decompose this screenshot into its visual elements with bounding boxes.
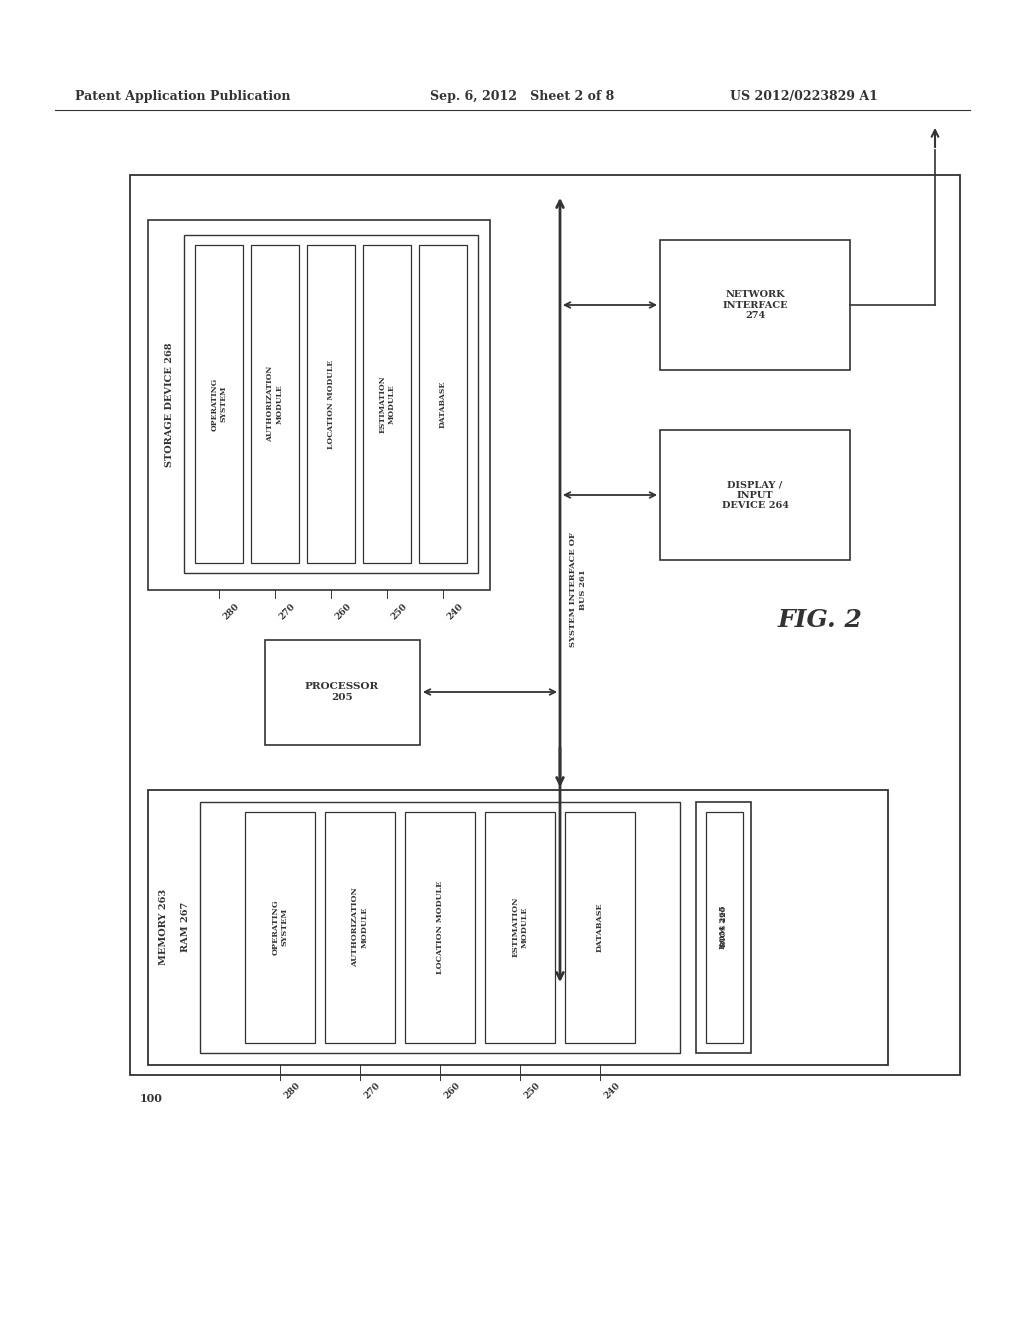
- Bar: [184, 235, 478, 573]
- Text: DATABASE: DATABASE: [596, 902, 604, 952]
- Bar: [406, 812, 475, 1043]
- Bar: [419, 246, 467, 564]
- Text: ESTIMATION
MODULE: ESTIMATION MODULE: [379, 375, 395, 433]
- Bar: [660, 430, 850, 560]
- Bar: [696, 803, 751, 1053]
- Bar: [245, 812, 315, 1043]
- Text: BIOS 226: BIOS 226: [720, 907, 728, 948]
- Text: ROM 265: ROM 265: [719, 906, 727, 949]
- Text: OPERATING
SYSTEM: OPERATING SYSTEM: [210, 378, 227, 430]
- Text: RAM 267: RAM 267: [181, 902, 190, 952]
- Bar: [485, 812, 555, 1043]
- Text: AUTHORIZATION
MODULE: AUTHORIZATION MODULE: [351, 887, 369, 968]
- Text: ESTIMATION
MODULE: ESTIMATION MODULE: [511, 896, 528, 957]
- Bar: [200, 803, 680, 1053]
- Bar: [307, 246, 355, 564]
- Bar: [148, 789, 888, 1065]
- Text: NETWORK
INTERFACE
274: NETWORK INTERFACE 274: [722, 290, 787, 319]
- Text: AUTHORIZATION
MODULE: AUTHORIZATION MODULE: [266, 366, 284, 442]
- Text: OPERATING
SYSTEM: OPERATING SYSTEM: [271, 899, 289, 954]
- Bar: [130, 176, 961, 1074]
- Text: FIG. 2: FIG. 2: [777, 609, 862, 632]
- Text: SYSTEM INTERFACE OF
BUS 261: SYSTEM INTERFACE OF BUS 261: [569, 532, 587, 647]
- Text: 240: 240: [445, 602, 465, 622]
- Text: 240: 240: [602, 1081, 622, 1101]
- Text: Patent Application Publication: Patent Application Publication: [75, 90, 291, 103]
- Text: PROCESSOR
205: PROCESSOR 205: [305, 682, 379, 702]
- Text: Sep. 6, 2012   Sheet 2 of 8: Sep. 6, 2012 Sheet 2 of 8: [430, 90, 614, 103]
- Text: DATABASE: DATABASE: [439, 380, 447, 428]
- Bar: [325, 812, 395, 1043]
- Text: LOCATION MODULE: LOCATION MODULE: [436, 880, 444, 974]
- Text: 280: 280: [221, 602, 241, 622]
- Text: US 2012/0223829 A1: US 2012/0223829 A1: [730, 90, 878, 103]
- Text: MEMORY 263: MEMORY 263: [160, 888, 169, 965]
- Text: STORAGE DEVICE 268: STORAGE DEVICE 268: [166, 343, 174, 467]
- Bar: [706, 812, 743, 1043]
- Text: DISPLAY /
INPUT
DEVICE 264: DISPLAY / INPUT DEVICE 264: [722, 480, 788, 510]
- Text: 250: 250: [522, 1081, 542, 1101]
- Text: 270: 270: [278, 602, 297, 622]
- Text: 250: 250: [389, 602, 409, 622]
- Text: LOCATION MODULE: LOCATION MODULE: [327, 359, 335, 449]
- Text: 100: 100: [140, 1093, 163, 1104]
- Text: 260: 260: [442, 1081, 462, 1101]
- Bar: [195, 246, 243, 564]
- Bar: [148, 220, 490, 590]
- Bar: [265, 640, 420, 744]
- Bar: [251, 246, 299, 564]
- Text: 280: 280: [282, 1081, 302, 1101]
- Text: 260: 260: [333, 602, 352, 622]
- Bar: [565, 812, 635, 1043]
- Bar: [660, 240, 850, 370]
- Bar: [362, 246, 411, 564]
- Text: 270: 270: [362, 1081, 382, 1101]
